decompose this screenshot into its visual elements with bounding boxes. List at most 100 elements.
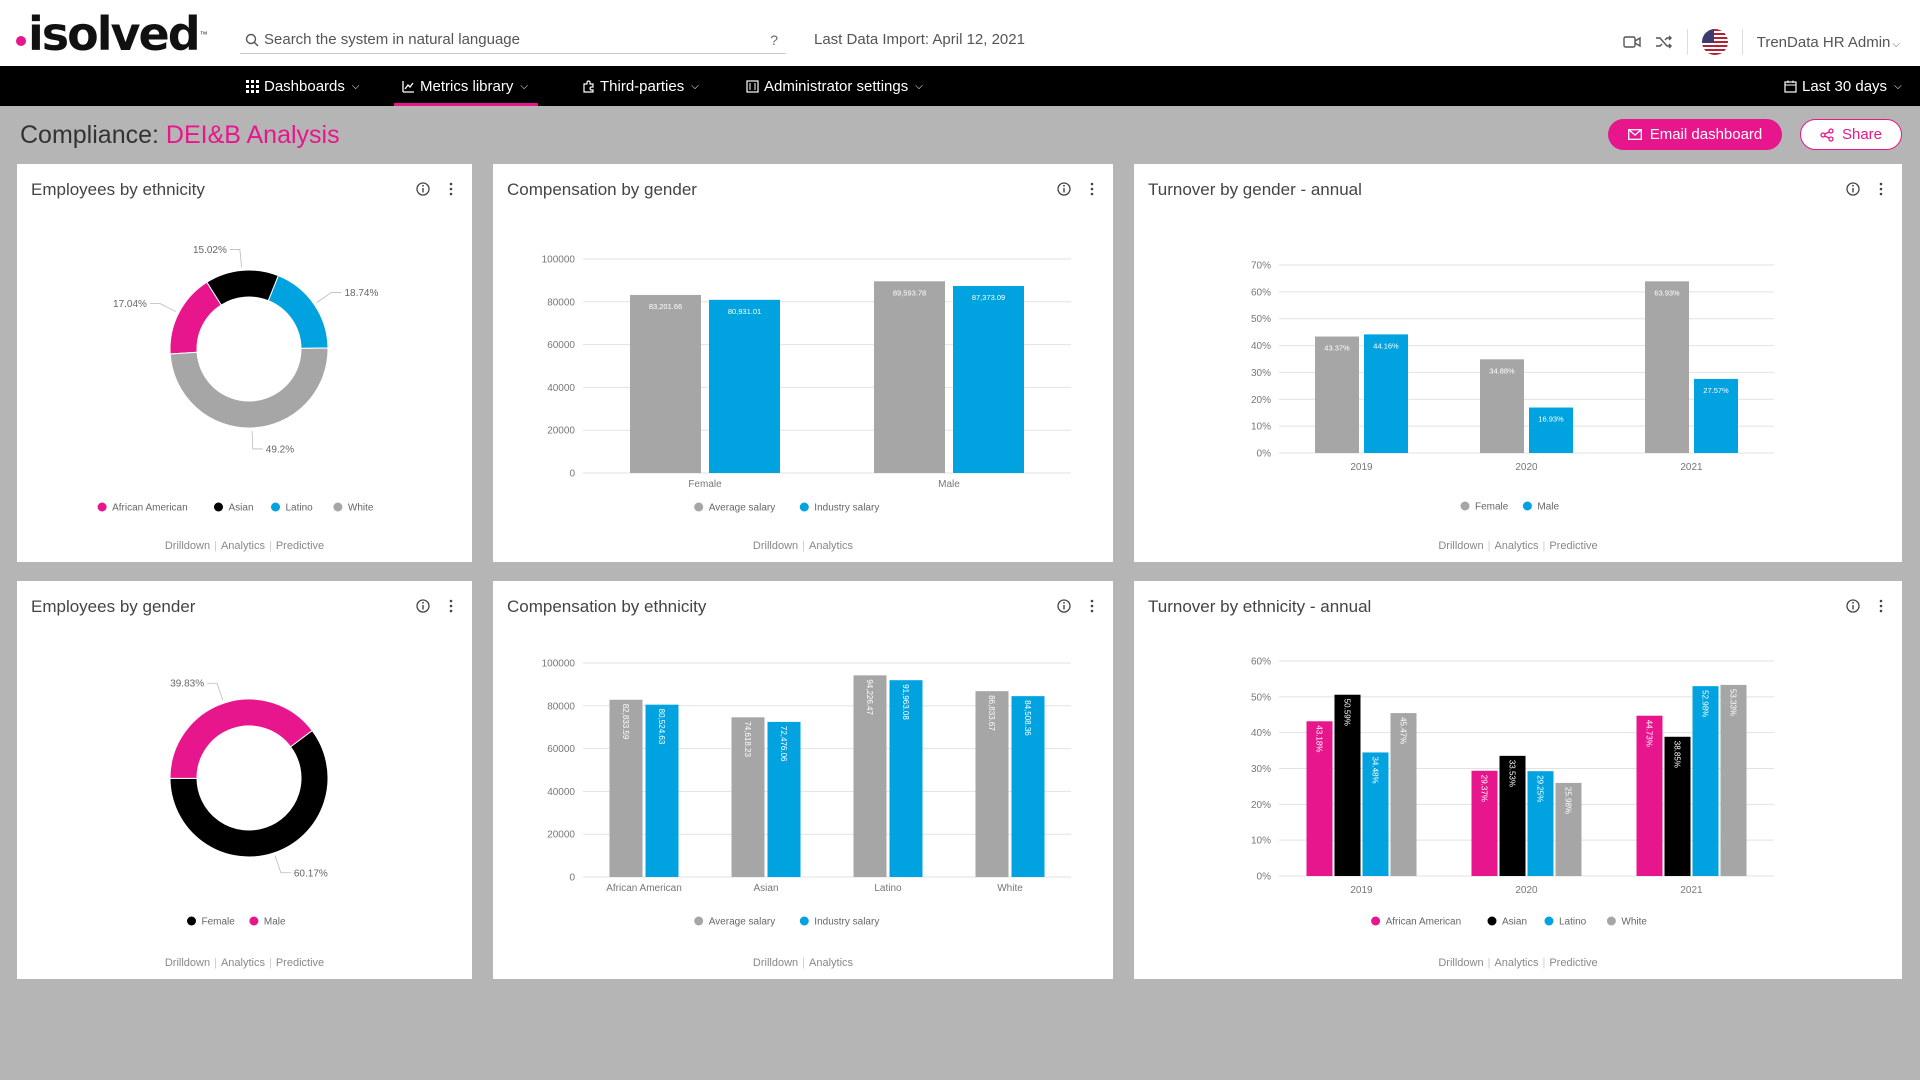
- drilldown-link[interactable]: Drilldown: [752, 540, 799, 552]
- legend-swatch-asian: [214, 502, 223, 512]
- bar-value-label: 53.33%: [1729, 689, 1738, 716]
- calendar-icon: [1784, 80, 1797, 93]
- share-icon: [1820, 127, 1834, 142]
- legend-swatch-average-salary: [694, 502, 704, 512]
- bar-value-label: 86,833.67: [987, 695, 996, 731]
- email-dashboard-button[interactable]: Email dashboard: [1608, 119, 1782, 150]
- user-menu[interactable]: TrenData HR Admin ⌵: [1756, 33, 1900, 51]
- drilldown-link[interactable]: Drilldown: [164, 540, 211, 552]
- bar-value-label: 94,226.47: [865, 679, 874, 715]
- bar-industry-salary-white: [1011, 696, 1045, 877]
- search-input[interactable]: [264, 31, 771, 48]
- info-icon[interactable]: [1846, 599, 1860, 613]
- card-compensation-by-gender: Compensation by gender 0 20000 40000 60000 8…: [493, 164, 1113, 562]
- slice-label-asian: 15.02%: [193, 245, 227, 256]
- predictive-link[interactable]: Predictive: [275, 957, 325, 969]
- x-tick-label: 2019: [1350, 462, 1373, 473]
- card-footer: Drilldown | Analytics | Predictive: [164, 957, 325, 969]
- date-range-selector[interactable]: Last 30 days ⌵: [1784, 66, 1902, 106]
- slice-female: [169, 729, 329, 858]
- drilldown-link[interactable]: Drilldown: [1438, 957, 1484, 969]
- card-employees-by-ethnicity: Employees by ethnicity 17.04% 15.02% 18.74…: [17, 164, 472, 562]
- main-nav: Dashboards ⌵ Metrics library ⌵ Third-parti…: [0, 66, 1920, 106]
- more-options-icon[interactable]: [1874, 599, 1888, 613]
- bar-latino-2021: [1692, 686, 1719, 876]
- y-tick-label: 60000: [547, 744, 575, 755]
- more-options-icon[interactable]: [444, 182, 458, 196]
- chevron-down-icon: ⌵: [520, 80, 528, 92]
- chart-employees-by-gender: 60.17% 39.83% Female Male: [169, 679, 329, 928]
- bar-industry-salary-female: [709, 299, 780, 473]
- drilldown-link[interactable]: Drilldown: [752, 957, 799, 969]
- chart-employees-by-ethnicity: 17.04% 15.02% 18.74% 49.2% African American A…: [97, 245, 378, 514]
- predictive-link[interactable]: Predictive: [1549, 957, 1598, 969]
- bar-value-label: 87,373.09: [972, 293, 1005, 302]
- analytics-link[interactable]: Analytics: [1494, 957, 1539, 969]
- analytics-link[interactable]: Analytics: [220, 540, 265, 552]
- card-turnover-by-gender-annual: Turnover by gender - annual 0% 10% 20% 30% 4…: [1134, 164, 1902, 562]
- bar-average-salary-female: [630, 294, 701, 473]
- drilldown-link[interactable]: Drilldown: [164, 957, 211, 969]
- card-title: Turnover by gender - annual: [1148, 180, 1362, 199]
- page-title: Compliance: DEI&B Analysis: [20, 121, 340, 149]
- legend-swatch-industry-salary: [799, 502, 809, 512]
- bar-value-label: 50.59%: [1343, 699, 1352, 726]
- info-icon[interactable]: [416, 599, 430, 613]
- chevron-down-icon: ⌵: [691, 80, 699, 92]
- analytics-link[interactable]: Analytics: [809, 540, 854, 552]
- y-tick-label: 70%: [1251, 261, 1271, 272]
- slice-male: [169, 698, 313, 779]
- more-options-icon[interactable]: [1874, 182, 1888, 196]
- bar-african-american-2020: [1471, 770, 1498, 876]
- more-options-icon[interactable]: [1085, 599, 1099, 613]
- nav-administrator-settings[interactable]: Administrator settings ⌵: [746, 66, 923, 106]
- y-tick-label: 40000: [547, 787, 575, 798]
- slice-label-female: 60.17%: [294, 868, 328, 879]
- search-help-icon[interactable]: ?: [770, 31, 778, 48]
- info-icon[interactable]: [1846, 182, 1860, 196]
- legend-swatch-male: [249, 916, 259, 926]
- legend-label-african-american: African American: [112, 503, 188, 514]
- more-options-icon[interactable]: [1085, 182, 1099, 196]
- y-tick-label: 60%: [1251, 287, 1271, 298]
- nav-third-parties[interactable]: Third-parties ⌵: [582, 66, 699, 106]
- card-turnover-by-ethnicity-annual: Turnover by ethnicity - annual 0% 10% 20% 3…: [1134, 581, 1902, 979]
- nav-dashboards[interactable]: Dashboards ⌵: [246, 66, 359, 106]
- legend-swatch-male: [1522, 501, 1532, 511]
- nav-metrics-library[interactable]: Metrics library ⌵: [394, 66, 538, 106]
- card-compensation-by-ethnicity: Compensation by ethnicity 0 20000 40000 600…: [493, 581, 1113, 979]
- share-button[interactable]: Share: [1800, 119, 1902, 150]
- bar-industry-salary-male: [953, 286, 1024, 473]
- y-tick-label: 30%: [1251, 368, 1271, 379]
- info-icon[interactable]: [416, 182, 430, 196]
- analytics-link[interactable]: Analytics: [809, 957, 854, 969]
- y-tick-label: 0: [569, 469, 575, 480]
- video-icon[interactable]: [1623, 35, 1641, 49]
- us-flag-icon[interactable]: [1701, 29, 1728, 55]
- analytics-link[interactable]: Analytics: [220, 957, 265, 969]
- drilldown-link[interactable]: Drilldown: [1438, 540, 1484, 552]
- legend-swatch-white: [333, 502, 343, 512]
- y-tick-label: 40%: [1251, 728, 1271, 739]
- bar-value-label: 91,963.08: [901, 684, 910, 720]
- analytics-link[interactable]: Analytics: [1494, 540, 1539, 552]
- bar-african-american-2021: [1636, 715, 1663, 876]
- isolved-logo[interactable]: isolved ™: [16, 11, 208, 57]
- x-tick-label: 2020: [1515, 462, 1538, 473]
- bar-value-label: 83,201.66: [649, 302, 682, 311]
- info-icon[interactable]: [1057, 182, 1071, 196]
- legend-swatch-female: [187, 916, 196, 926]
- settings-panel-icon: [746, 79, 759, 93]
- header-actions: TrenData HR Admin ⌵: [1623, 24, 1900, 60]
- more-options-icon[interactable]: [444, 599, 458, 613]
- shuffle-icon[interactable]: [1655, 34, 1673, 50]
- y-tick-label: 60%: [1251, 657, 1271, 668]
- legend-label-industry-salary: Industry salary: [814, 503, 879, 514]
- predictive-link[interactable]: Predictive: [1549, 540, 1598, 552]
- predictive-link[interactable]: Predictive: [275, 540, 325, 552]
- bar-male-2021: [1694, 378, 1738, 453]
- info-icon[interactable]: [1057, 599, 1071, 613]
- y-tick-label: 100000: [542, 659, 576, 670]
- x-tick-label: 2020: [1515, 885, 1538, 896]
- card-title: Employees by ethnicity: [31, 180, 205, 199]
